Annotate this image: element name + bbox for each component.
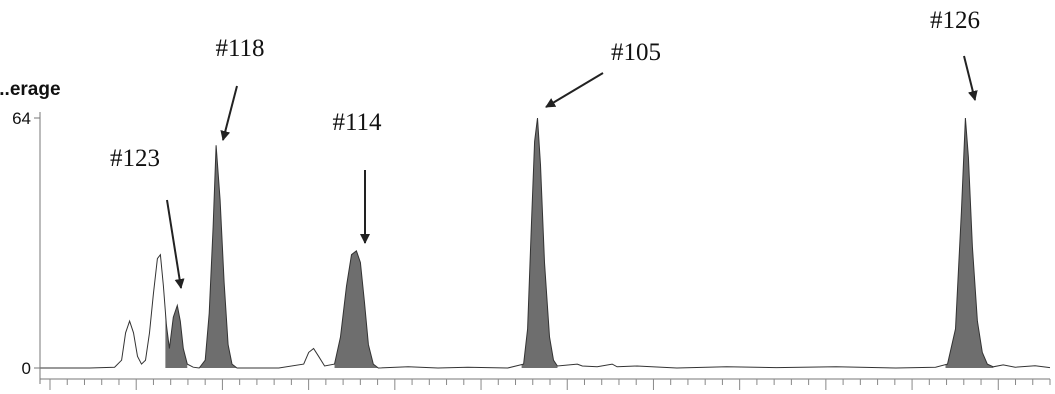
peak-label: #105: [611, 39, 661, 66]
peak-area-3: [334, 250, 379, 368]
peak-arrow: [220, 85, 238, 141]
y-axis-title: ...erage: [0, 79, 61, 100]
peak-label: #118: [215, 35, 264, 62]
peak-arrow: [545, 72, 604, 108]
peak-area-1: [165, 305, 188, 368]
peak-fill-layer: [165, 118, 994, 368]
trace-line: [40, 117, 1051, 369]
peak-arrow: [166, 199, 185, 289]
axis-layer: 0 64: [12, 109, 1051, 390]
peak-label: #126: [930, 7, 980, 34]
peak-area-4: [521, 118, 558, 368]
peak-label: #123: [110, 145, 160, 172]
peak-area-2: [199, 145, 238, 368]
y-tick-label: 0: [22, 359, 31, 378]
y-tick-label: 64: [12, 109, 31, 128]
peak-area-5: [945, 118, 994, 368]
annotation-layer: #123 #118 #114 #105 #126: [110, 7, 980, 289]
trace-line-layer: [40, 117, 1051, 369]
peak-arrow: [963, 55, 978, 101]
peak-label: #114: [332, 109, 382, 136]
